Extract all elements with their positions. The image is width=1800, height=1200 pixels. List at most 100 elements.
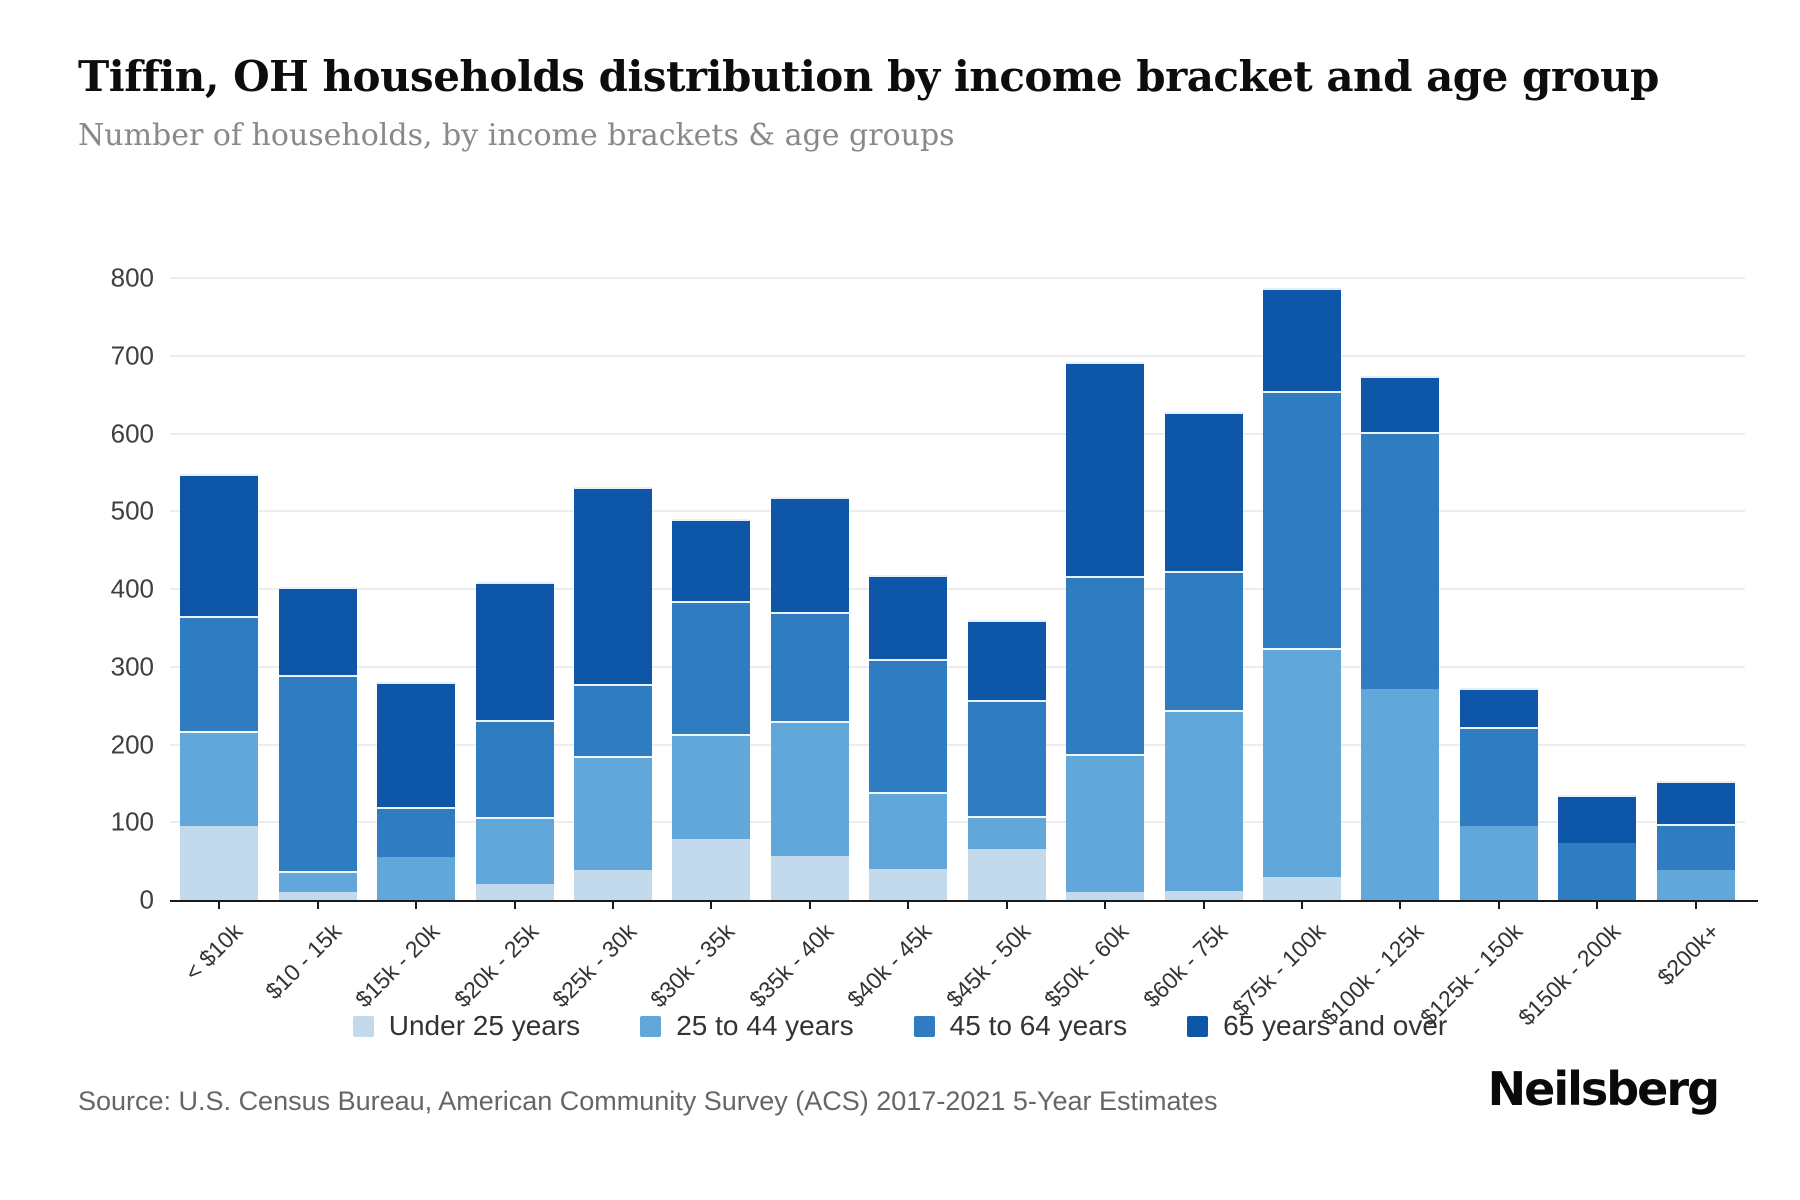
legend-item: 25 to 44 years [640, 1010, 854, 1042]
x-axis-tick [1301, 902, 1304, 909]
x-axis-tick [1202, 902, 1205, 909]
bar-segment [278, 871, 357, 892]
bar-segment [1656, 870, 1735, 900]
x-axis-category-label: < $10k [179, 918, 248, 986]
bar-segment [770, 497, 849, 612]
legend-label: 65 years and over [1223, 1010, 1448, 1041]
x-axis-category-label: $25k - 30k [547, 918, 642, 1013]
y-axis-tick-label: 0 [139, 884, 154, 915]
y-axis-tick-label: 300 [110, 651, 154, 682]
bar-segment [180, 731, 259, 826]
bar-segment [1263, 288, 1342, 391]
bar-segment [573, 487, 652, 684]
x-axis-category-label: $60k - 75k [1137, 918, 1232, 1013]
bar-segment [869, 575, 948, 659]
x-axis-category-label: $30k - 35k [645, 918, 740, 1013]
bar-segment [278, 675, 357, 871]
legend-swatch-icon [1187, 1015, 1209, 1037]
gridline-y700 [170, 354, 1745, 357]
bar-segment [1459, 688, 1538, 727]
bar-segment [1066, 362, 1145, 576]
x-axis-category-label: $40k - 45k [842, 918, 937, 1013]
bar-segment [180, 474, 259, 616]
bar--20k-25k [475, 582, 554, 900]
x-axis-tick [1497, 902, 1500, 909]
bar-segment [1164, 412, 1243, 571]
x-axis-tick [513, 902, 516, 909]
bar--200k- [1656, 781, 1735, 900]
legend-item: Under 25 years [352, 1010, 580, 1042]
x-axis-tick [218, 902, 221, 909]
x-axis-category-label: $75k - 100k [1227, 918, 1331, 1022]
x-axis-category-label: $45k - 50k [940, 918, 1036, 1013]
bar-segment [475, 817, 554, 884]
legend-swatch-icon [352, 1015, 374, 1037]
bar-segment [377, 857, 456, 900]
bar-segment [1164, 891, 1243, 900]
gridline-y600 [170, 432, 1745, 435]
y-axis-tick-label: 500 [110, 495, 154, 526]
bar--10-15k [278, 587, 357, 900]
legend-label: 45 to 64 years [949, 1010, 1128, 1041]
x-axis-tick [1005, 902, 1008, 909]
bar-segment [1164, 710, 1243, 891]
page-title: Tiffin, OH households distribution by in… [78, 52, 1659, 101]
bar-segment [475, 720, 554, 817]
bar--150k-200k [1558, 795, 1637, 900]
bar--40k-45k [869, 575, 948, 900]
bar-segment [967, 849, 1046, 900]
gridline-y500 [170, 510, 1745, 513]
bar--25k-30k [573, 487, 652, 900]
bar-segment [869, 869, 948, 900]
bar-segment [1263, 877, 1342, 900]
legend-label: 25 to 44 years [676, 1010, 854, 1041]
x-axis-tick [1694, 902, 1697, 909]
bar-segment [967, 816, 1046, 849]
x-axis-category-label: $35k - 40k [743, 918, 839, 1013]
y-axis-tick-label: 400 [110, 573, 154, 604]
legend-swatch-icon [913, 1015, 935, 1037]
bar-segment [573, 870, 652, 900]
bar-segment [770, 612, 849, 721]
legend: Under 25 years 25 to 44 years 45 to 64 yea… [0, 1010, 1800, 1042]
bar--30k-35k [672, 519, 751, 900]
gridline-y300 [170, 665, 1745, 668]
bar-segment [377, 682, 456, 807]
x-axis-category-label: $200k+ [1651, 918, 1725, 991]
x-axis-category-label: $10 - 15k [259, 918, 347, 1005]
x-axis-tick [1399, 902, 1402, 909]
x-axis-category-label: $50k - 60k [1039, 918, 1134, 1013]
bar-segment [967, 700, 1046, 816]
page-subtitle: Number of households, by income brackets… [78, 118, 955, 153]
bar-segment [1361, 376, 1440, 432]
bar-segment [672, 519, 751, 601]
gridline-y400 [170, 588, 1745, 590]
bar-segment [869, 792, 948, 869]
bar-segment [1361, 432, 1440, 689]
bar-segment [1066, 754, 1145, 892]
x-axis-tick [611, 902, 614, 909]
bar-segment [1164, 571, 1243, 710]
x-axis-tick [415, 902, 418, 909]
bar-segment [1656, 781, 1735, 824]
y-axis-tick-label: 800 [110, 262, 154, 293]
x-axis-tick [316, 902, 319, 909]
bar-segment [180, 826, 259, 900]
brand-logo: Neilsberg [1487, 1062, 1720, 1116]
bar--35k-40k [770, 497, 849, 900]
bar-segment [1459, 727, 1538, 826]
gridline-y200 [170, 743, 1745, 746]
bar--125k-150k [1459, 688, 1538, 900]
x-axis-tick [710, 902, 713, 909]
x-axis-tick [808, 902, 811, 909]
stacked-bar-plot: 0 100 200 300 400 500 600 700 800 < $10k $10 - 15k… [111, 263, 1758, 1030]
bar--100k-125k [1361, 376, 1440, 900]
source-note: Source: U.S. Census Bureau, American Com… [78, 1086, 1218, 1116]
gridline-y100 [170, 821, 1745, 824]
bar-segment [573, 756, 652, 870]
bar--10k [180, 474, 259, 900]
x-axis-category-label: $15k - 20k [350, 918, 445, 1013]
gridline-y800 [170, 277, 1745, 279]
bar-segment [1558, 795, 1637, 843]
bar--45k-50k [967, 620, 1046, 900]
